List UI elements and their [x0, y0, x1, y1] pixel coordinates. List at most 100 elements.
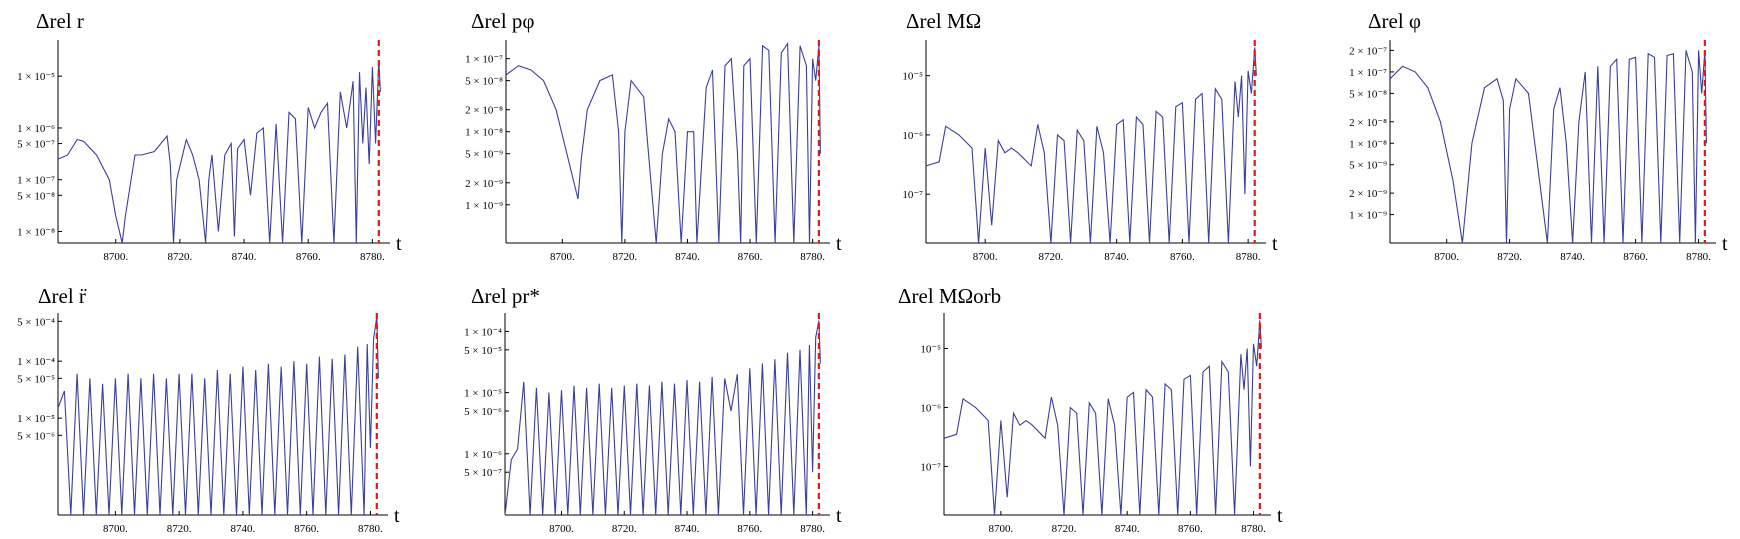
- y-tick-label: 2 × 10⁻⁸: [1349, 117, 1387, 129]
- x-axis-label: t: [836, 505, 842, 527]
- panel-title: Δrel pr*: [471, 284, 540, 308]
- panel-delta-rel-m-omega: Δrel MΩ 10⁻⁵ 10⁻⁶ 10⁻⁷ 8700. 8720. 8740. 8760. 8…: [902, 9, 1278, 263]
- x-tick-label: 8780.: [1686, 251, 1711, 263]
- y-tick-label: 1 × 10⁻⁷: [17, 175, 55, 187]
- x-tick-label: 8740.: [1115, 523, 1140, 535]
- x-tick-label: 8720.: [1497, 251, 1522, 263]
- panel-title: Δrel φ: [1368, 9, 1421, 33]
- y-tick-label: 10⁻⁶: [902, 130, 923, 142]
- y-tick-label: 5 × 10⁻⁷: [464, 467, 502, 479]
- y-tick-label: 5 × 10⁻⁸: [465, 76, 503, 88]
- x-tick-label: 8780.: [1236, 251, 1261, 263]
- x-tick-label: 8760.: [738, 251, 763, 263]
- y-tick-label: 1 × 10⁻⁸: [465, 127, 503, 139]
- data-series-line: [943, 320, 1262, 516]
- x-tick-label: 8780.: [1241, 523, 1266, 535]
- x-tick-label: 8760.: [1178, 523, 1203, 535]
- x-tick-label: 8780.: [800, 251, 825, 263]
- y-tick-label: 2 × 10⁻⁸: [465, 105, 503, 117]
- data-series-line: [1389, 50, 1707, 244]
- x-tick-label: 8760.: [737, 523, 762, 535]
- y-tick-label: 5 × 10⁻⁶: [17, 430, 55, 442]
- y-tick-label: 1 × 10⁻⁶: [464, 449, 502, 461]
- y-tick-label: 10⁻⁵: [920, 343, 941, 355]
- panel-title: Δrel r̈: [38, 284, 87, 308]
- panel-title: Δrel r: [36, 9, 84, 33]
- panel-delta-rel-p-r-star: Δrel pr* 1 × 10⁻⁴ 5 × 10⁻⁵ 1 × 10⁻⁵ 5 × 10⁻⁶…: [464, 284, 842, 535]
- x-tick-label: 8760.: [1170, 251, 1195, 263]
- y-tick-label: 1 × 10⁻⁸: [17, 227, 55, 239]
- y-tick-label: 1 × 10⁻⁵: [17, 71, 55, 83]
- x-axis-label: t: [1272, 233, 1278, 255]
- y-tick-label: 5 × 10⁻⁷: [17, 139, 55, 151]
- data-series-line: [505, 42, 821, 244]
- y-tick-label: 10⁻⁷: [920, 461, 941, 473]
- y-tick-label: 1 × 10⁻⁵: [17, 413, 55, 425]
- panel-delta-rel-p-phi: Δrel pφ 1 × 10⁻⁷ 5 × 10⁻⁸ 2 × 10⁻⁸ 1 × 10⁻⁸ 5…: [465, 9, 842, 263]
- x-axis-label: t: [836, 233, 842, 255]
- x-tick-label: 8740.: [232, 251, 257, 263]
- y-tick-label: 10⁻⁷: [902, 189, 923, 201]
- data-series-line: [57, 60, 381, 244]
- y-tick-label: 1 × 10⁻⁸: [1349, 138, 1387, 150]
- y-tick-label: 5 × 10⁻⁶: [464, 406, 502, 418]
- x-tick-label: 8720.: [167, 523, 192, 535]
- x-tick-label: 8740.: [675, 523, 700, 535]
- x-tick-label: 8700.: [1434, 251, 1459, 263]
- y-tick-label: 1 × 10⁻⁵: [464, 388, 502, 400]
- panel-title: Δrel MΩorb: [898, 284, 1001, 308]
- data-series-line: [504, 320, 821, 516]
- y-tick-label: 5 × 10⁻⁴: [17, 316, 55, 328]
- x-tick-label: 8780.: [800, 523, 825, 535]
- x-tick-label: 8700.: [549, 523, 574, 535]
- y-tick-label: 5 × 10⁻⁹: [465, 149, 503, 161]
- panel-title: Δrel pφ: [471, 9, 535, 33]
- x-tick-label: 8740.: [231, 523, 256, 535]
- x-axis-label: t: [1722, 233, 1728, 255]
- x-tick-label: 8760.: [296, 251, 321, 263]
- y-tick-label: 1 × 10⁻⁴: [464, 326, 502, 338]
- panel-delta-rel-r: Δrel r 1 × 10⁻⁵ 1 × 10⁻⁶ 5 × 10⁻⁷ 1 × 10⁻⁷ 5 …: [17, 9, 402, 263]
- y-tick-label: 5 × 10⁻⁵: [464, 345, 502, 357]
- x-tick-label: 8780.: [360, 251, 385, 263]
- panel-delta-rel-r-ddot: Δrel r̈ 5 × 10⁻⁴ 1 × 10⁻⁴ 5 × 10⁻⁵ 1 × 10⁻⁵ 5…: [17, 284, 400, 535]
- x-axis-label: t: [396, 233, 402, 255]
- y-tick-label: 2 × 10⁻⁹: [465, 178, 503, 190]
- y-tick-label: 10⁻⁶: [920, 402, 941, 414]
- x-tick-label: 8740.: [1104, 251, 1129, 263]
- y-tick-label: 2 × 10⁻⁷: [1349, 45, 1387, 57]
- x-tick-label: 8700.: [988, 523, 1013, 535]
- y-tick-label: 5 × 10⁻⁸: [1349, 88, 1387, 100]
- y-tick-label: 5 × 10⁻⁹: [1349, 160, 1387, 172]
- x-tick-label: 8700.: [103, 251, 128, 263]
- x-tick-label: 8720.: [1039, 251, 1064, 263]
- panel-delta-rel-phi: Δrel φ 2 × 10⁻⁷ 1 × 10⁻⁷ 5 × 10⁻⁸ 2 × 10⁻⁸ 1 …: [1349, 9, 1728, 263]
- y-tick-label: 2 × 10⁻⁹: [1349, 188, 1387, 200]
- y-tick-label: 1 × 10⁻⁹: [1349, 210, 1387, 222]
- x-tick-label: 8720.: [1052, 523, 1077, 535]
- y-tick-label: 1 × 10⁻⁹: [465, 200, 503, 212]
- data-series-line: [57, 316, 379, 516]
- panel-title: Δrel MΩ: [906, 9, 981, 33]
- x-tick-label: 8700.: [103, 523, 128, 535]
- x-tick-label: 8760.: [1623, 251, 1648, 263]
- x-tick-label: 8720.: [613, 251, 638, 263]
- y-tick-label: 1 × 10⁻⁷: [465, 54, 503, 66]
- x-tick-label: 8740.: [675, 251, 700, 263]
- data-series-line: [925, 47, 1257, 244]
- y-tick-label: 10⁻⁵: [902, 71, 923, 83]
- x-tick-label: 8700.: [973, 251, 998, 263]
- x-axis-label: t: [1277, 505, 1283, 527]
- x-tick-label: 8700.: [550, 251, 575, 263]
- y-tick-label: 1 × 10⁻⁷: [1349, 67, 1387, 79]
- panel-delta-rel-m-omega-orb: Δrel MΩorb 10⁻⁵ 10⁻⁶ 10⁻⁷ 8700. 8720. 8740. 876…: [898, 284, 1283, 535]
- x-tick-label: 8740.: [1560, 251, 1585, 263]
- x-axis-label: t: [394, 505, 400, 527]
- x-tick-label: 8720.: [612, 523, 637, 535]
- x-tick-label: 8720.: [168, 251, 193, 263]
- y-tick-label: 1 × 10⁻⁴: [17, 356, 55, 368]
- y-tick-label: 5 × 10⁻⁵: [17, 373, 55, 385]
- y-tick-label: 5 × 10⁻⁸: [17, 190, 55, 202]
- y-tick-label: 1 × 10⁻⁶: [17, 123, 55, 135]
